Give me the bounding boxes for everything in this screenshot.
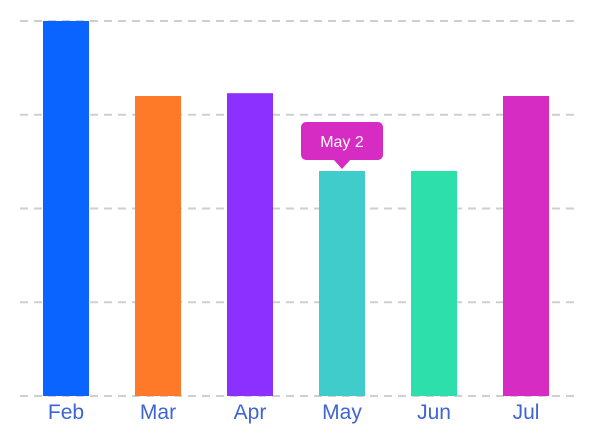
bar-may[interactable]	[319, 171, 365, 396]
x-tick-label: Mar	[140, 401, 176, 424]
x-tick-label: May	[322, 401, 362, 424]
x-tick-label: Feb	[48, 401, 84, 424]
bar-mar[interactable]	[135, 96, 181, 396]
bar-apr[interactable]	[227, 93, 273, 396]
tooltip-pointer	[333, 159, 351, 169]
x-tick-label: Jul	[513, 401, 540, 424]
x-tick-label: Jun	[417, 401, 451, 424]
tooltip-box	[301, 122, 383, 160]
bar-jul[interactable]	[503, 96, 549, 396]
bars	[43, 21, 549, 396]
bar-jun[interactable]	[411, 171, 457, 396]
tooltip: May 2	[301, 122, 383, 169]
tooltip-text: May 2	[320, 134, 364, 151]
grid-lines	[20, 20, 580, 397]
x-axis-labels: Feb Mar Apr May Jun Jul	[48, 401, 540, 424]
bar-feb[interactable]	[43, 21, 89, 396]
x-tick-label: Apr	[234, 401, 267, 424]
